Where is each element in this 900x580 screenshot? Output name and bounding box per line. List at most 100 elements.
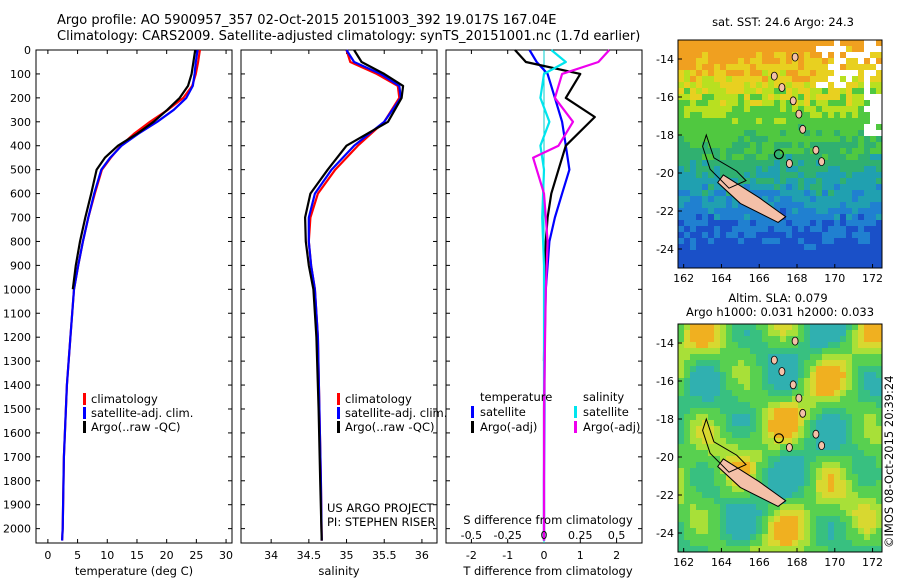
map-cell (840, 354, 847, 361)
map-cell (816, 166, 823, 173)
map-cell (792, 226, 799, 233)
map-cell (738, 46, 745, 53)
map-cell (750, 250, 757, 257)
map-cell (852, 396, 859, 403)
map-cell (750, 348, 757, 355)
map-cell (690, 336, 697, 343)
map-cell (726, 238, 733, 245)
map-cell (678, 354, 685, 361)
map-cell (732, 160, 739, 167)
map-cell (792, 462, 799, 469)
map-cell (852, 136, 859, 143)
map-cell (744, 142, 751, 149)
map-cell (702, 70, 709, 77)
map-cell (810, 142, 817, 149)
map-cell (858, 124, 865, 131)
map-cell (810, 480, 817, 487)
map-cell (726, 58, 733, 65)
salinity-x-ticks: 34 34.5 35 35.5 36 (264, 50, 429, 562)
vanuatu-island (812, 429, 820, 439)
map-cell (798, 58, 805, 65)
map-cell (714, 444, 721, 451)
map-cell (822, 348, 829, 355)
map-cell (726, 342, 733, 349)
map-cell (684, 504, 691, 511)
depth-tick-label: 2000 (3, 523, 31, 536)
map-cell (726, 130, 733, 137)
map-cell (708, 336, 715, 343)
map-cell (822, 492, 829, 499)
map-cell (834, 528, 841, 535)
map-cell (792, 480, 799, 487)
map-cell (750, 172, 757, 179)
map-cell (810, 82, 817, 89)
map-cell (678, 196, 685, 203)
map-cell (768, 354, 775, 361)
map-cell (864, 432, 871, 439)
map-cell (714, 106, 721, 113)
map-cell (696, 226, 703, 233)
map-cell (744, 226, 751, 233)
map-cell (696, 480, 703, 487)
map-cell (804, 172, 811, 179)
map-cell (840, 516, 847, 523)
map-cell (828, 184, 835, 191)
map-cell (684, 468, 691, 475)
map-cell (756, 76, 763, 83)
map-cell (792, 486, 799, 493)
map-cell (714, 112, 721, 119)
map-cell (732, 336, 739, 343)
map-cell (696, 94, 703, 101)
map-cell (774, 534, 781, 541)
map-cell (828, 510, 835, 517)
map-cell (876, 142, 883, 149)
map-cell (720, 82, 727, 89)
map-cell (714, 354, 721, 361)
map-cell (846, 94, 853, 101)
map-cell (696, 214, 703, 221)
map-cell (816, 112, 823, 119)
map-cell (852, 384, 859, 391)
map-cell (804, 342, 811, 349)
map-cell (822, 396, 829, 403)
map-cell (870, 504, 877, 511)
map-cell (732, 88, 739, 95)
map-cell (828, 348, 835, 355)
map-cell (750, 76, 757, 83)
depth-tick-label: 1000 (3, 283, 31, 296)
map-cell (846, 232, 853, 239)
map-cell (870, 324, 877, 331)
map-cell (858, 70, 865, 77)
map-cell (738, 366, 745, 373)
map-cell (786, 226, 793, 233)
map-cell (690, 64, 697, 71)
map-cell (768, 148, 775, 155)
map-cell (846, 202, 853, 209)
map-cell (732, 112, 739, 119)
map-cell (846, 64, 853, 71)
map-cell (864, 504, 871, 511)
map-cell (852, 256, 859, 263)
map-cell (828, 462, 835, 469)
map-cell (870, 106, 877, 113)
lon-tick-label: 168 (787, 556, 808, 569)
map-cell (696, 118, 703, 125)
map-cell (732, 142, 739, 149)
map-cell (690, 46, 697, 53)
map-cell (714, 70, 721, 77)
map-cell (864, 208, 871, 215)
map-cell (732, 208, 739, 215)
map-cell (750, 70, 757, 77)
map-cell (858, 82, 865, 89)
map-cell (816, 504, 823, 511)
map-cell (744, 58, 751, 65)
map-cell (816, 516, 823, 523)
map-cell (822, 528, 829, 535)
map-cell (834, 190, 841, 197)
map-cell (810, 244, 817, 251)
map-cell (876, 420, 883, 427)
map-cell (846, 342, 853, 349)
map-cell (870, 426, 877, 433)
map-cell (798, 88, 805, 95)
map-cell (852, 486, 859, 493)
